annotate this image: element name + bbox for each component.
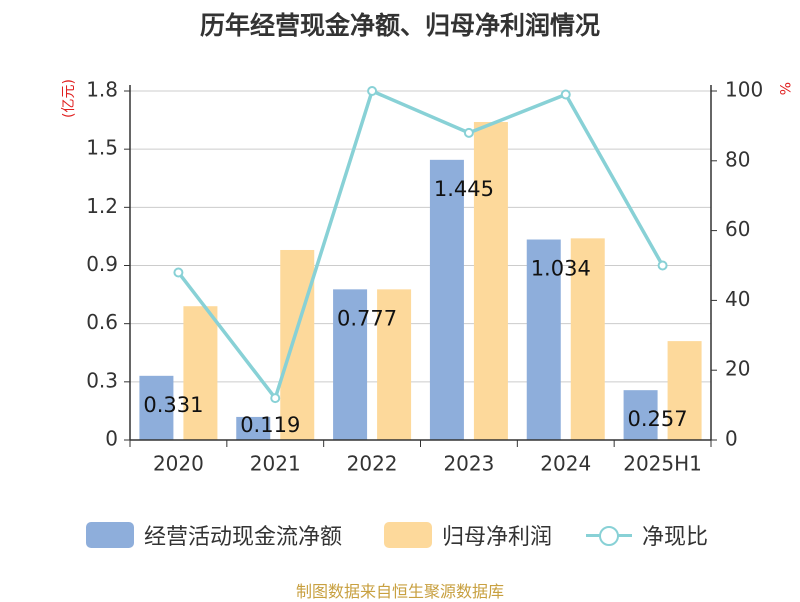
data-label-operating-cash-flow: 0.331 [143, 393, 203, 417]
bar-net-profit [183, 306, 218, 440]
left-axis-tick-label: 1.2 [86, 194, 118, 218]
bar-net-profit [377, 289, 412, 440]
right-axis-tick-label: 0 [725, 427, 738, 451]
bar-operating-cash-flow [333, 289, 368, 440]
left-axis-tick-label: 1.5 [86, 136, 118, 160]
point-cash-ratio [657, 260, 668, 271]
data-source-note: 制图数据来自恒生聚源数据库 [295, 582, 504, 601]
legend-swatch-net-profit [384, 522, 432, 548]
data-label-operating-cash-flow: 1.445 [434, 177, 494, 201]
legend-label-cash-ratio: 净现比 [642, 525, 709, 550]
x-axis-tick-label: 2025H1 [623, 452, 702, 476]
point-cash-ratio [560, 89, 571, 100]
data-label-operating-cash-flow: 0.119 [240, 413, 300, 437]
chart-title: 历年经营现金净额、归母净利润情况 [199, 11, 600, 40]
right-axis-tick-label: 40 [725, 287, 750, 311]
x-axis-tick-label: 2022 [347, 452, 398, 476]
right-axis-tick-label: 60 [725, 217, 750, 241]
legend-item-operating-cash-flow[interactable]: 经营活动现金流净额 [86, 515, 342, 555]
x-axis-tick-label: 2021 [250, 452, 301, 476]
line-cash-ratio [177, 88, 665, 402]
left-axis-tick-label: 0.9 [86, 252, 118, 276]
point-cash-ratio [270, 393, 281, 404]
legend-item-cash-ratio[interactable]: 净现比 [586, 515, 708, 555]
right-axis-tick-label: 100 [725, 78, 763, 102]
data-label-operating-cash-flow: 1.034 [531, 257, 591, 281]
x-axis-tick-label: 2020 [153, 452, 204, 476]
bar-operating-cash-flow [429, 159, 464, 440]
left-axis-tick-label: 0.6 [86, 310, 118, 334]
legend-swatch-cash-ratio [586, 522, 632, 548]
point-cash-ratio [367, 86, 378, 96]
bar-net-profit [280, 249, 315, 440]
bar-operating-cash-flow [623, 390, 658, 440]
legend-label-operating-cash-flow: 经营活动现金流净额 [144, 525, 343, 550]
left-axis-tick-label: 0 [105, 427, 118, 451]
bar-net-profit [570, 238, 605, 440]
left-axis-tick-label: 1.8 [86, 78, 118, 102]
bar-operating-cash-flow [236, 416, 271, 440]
left-axis-tick-label: 0.3 [86, 368, 118, 392]
right-axis-tick-label: 20 [725, 357, 750, 381]
legend-swatch-operating-cash-flow [86, 522, 134, 548]
chart-legend: 经营活动现金流净额 归母净利润 净现比 [0, 515, 800, 555]
bar-operating-cash-flow [526, 239, 561, 440]
data-label-operating-cash-flow: 0.777 [337, 306, 397, 330]
legend-label-net-profit: 归母净利润 [442, 525, 553, 550]
x-axis-tick-label: 2023 [443, 452, 494, 476]
point-cash-ratio [173, 267, 184, 278]
data-label-operating-cash-flow: 0.257 [628, 407, 688, 431]
bar-net-profit [667, 341, 702, 440]
legend-item-net-profit[interactable]: 归母净利润 [384, 515, 552, 555]
bar-operating-cash-flow [139, 375, 174, 440]
right-axis-tick-label: 80 [725, 147, 750, 171]
bar-net-profit [473, 122, 508, 441]
point-cash-ratio [463, 127, 474, 138]
x-axis-tick-label: 2024 [540, 452, 591, 476]
